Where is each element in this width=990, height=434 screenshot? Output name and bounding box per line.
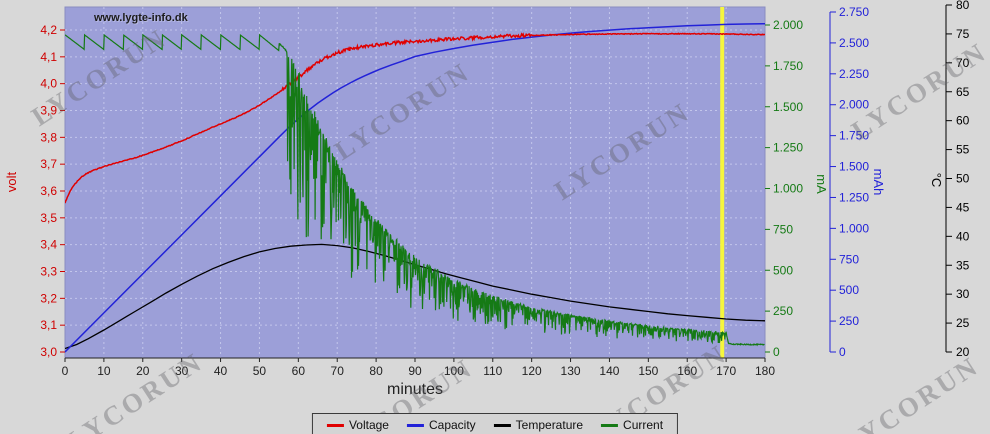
svg-text:1.250: 1.250 bbox=[839, 190, 869, 204]
svg-text:750: 750 bbox=[839, 252, 859, 266]
svg-text:4,1: 4,1 bbox=[40, 50, 57, 64]
svg-text:2.250: 2.250 bbox=[839, 67, 869, 81]
svg-text:10: 10 bbox=[97, 364, 111, 378]
legend-item-voltage: Voltage bbox=[326, 418, 389, 432]
svg-text:minutes: minutes bbox=[387, 381, 443, 398]
svg-text:3,2: 3,2 bbox=[40, 291, 57, 305]
svg-text:3,3: 3,3 bbox=[40, 265, 57, 279]
svg-text:mAh: mAh bbox=[871, 169, 886, 196]
svg-text:70: 70 bbox=[331, 364, 345, 378]
svg-text:2.750: 2.750 bbox=[839, 5, 869, 19]
svg-text:1.750: 1.750 bbox=[773, 59, 803, 73]
svg-text:750: 750 bbox=[773, 222, 793, 236]
legend-item-capacity: Capacity bbox=[406, 418, 476, 432]
series-current bbox=[65, 33, 765, 347]
svg-text:0: 0 bbox=[839, 345, 846, 359]
svg-text:100: 100 bbox=[444, 364, 464, 378]
legend-item-temperature: Temperature bbox=[493, 418, 584, 432]
svg-text:30: 30 bbox=[175, 364, 189, 378]
svg-text:150: 150 bbox=[638, 364, 658, 378]
svg-text:3,7: 3,7 bbox=[40, 157, 57, 171]
svg-text:80: 80 bbox=[369, 364, 383, 378]
legend-label-voltage: Voltage bbox=[348, 418, 389, 432]
svg-text:0: 0 bbox=[62, 364, 69, 378]
svg-text:250: 250 bbox=[773, 304, 793, 318]
svg-text:50: 50 bbox=[956, 172, 970, 186]
svg-text:120: 120 bbox=[522, 364, 542, 378]
svg-text:30: 30 bbox=[956, 287, 970, 301]
legend-item-current: Current bbox=[601, 418, 663, 432]
svg-text:60: 60 bbox=[956, 114, 970, 128]
svg-text:3,0: 3,0 bbox=[40, 345, 57, 359]
svg-text:1.000: 1.000 bbox=[839, 221, 869, 235]
legend-swatch-temperature bbox=[493, 423, 511, 427]
svg-text:90: 90 bbox=[408, 364, 422, 378]
svg-text:80: 80 bbox=[956, 0, 970, 12]
battery-charge-chart: 0 10 20 30 40 50 60 70 80 90 100 110 120 130 140 150 160… bbox=[4, 0, 970, 398]
svg-text:3,5: 3,5 bbox=[40, 211, 57, 225]
svg-text:170: 170 bbox=[716, 364, 736, 378]
svg-text:40: 40 bbox=[956, 229, 970, 243]
svg-text:3,9: 3,9 bbox=[40, 104, 57, 118]
svg-text:250: 250 bbox=[839, 314, 859, 328]
svg-text:75: 75 bbox=[956, 27, 970, 41]
chart-legend: Voltage Capacity Temperature Current bbox=[311, 413, 679, 434]
svg-text:2.500: 2.500 bbox=[839, 36, 869, 50]
svg-text:500: 500 bbox=[839, 283, 859, 297]
svg-text:160: 160 bbox=[677, 364, 697, 378]
legend-swatch-capacity bbox=[406, 423, 424, 427]
svg-text:1.500: 1.500 bbox=[839, 160, 869, 174]
svg-text:35: 35 bbox=[956, 258, 970, 272]
svg-text:25: 25 bbox=[956, 316, 970, 330]
svg-text:500: 500 bbox=[773, 263, 793, 277]
svg-text:2.000: 2.000 bbox=[839, 98, 869, 112]
svg-text:130: 130 bbox=[561, 364, 581, 378]
svg-text:volt: volt bbox=[4, 171, 19, 192]
svg-text:20: 20 bbox=[136, 364, 150, 378]
svg-text:0: 0 bbox=[773, 345, 780, 359]
svg-text:65: 65 bbox=[956, 85, 970, 99]
svg-text:50: 50 bbox=[253, 364, 267, 378]
svg-text:4,0: 4,0 bbox=[40, 77, 57, 91]
series-capacity bbox=[65, 22, 765, 353]
svg-text:20: 20 bbox=[956, 345, 970, 359]
svg-text:45: 45 bbox=[956, 200, 970, 214]
legend-swatch-voltage bbox=[326, 423, 344, 427]
svg-text:140: 140 bbox=[599, 364, 619, 378]
svg-text:3,8: 3,8 bbox=[40, 130, 57, 144]
svg-text:1.750: 1.750 bbox=[839, 129, 869, 143]
series-voltage bbox=[65, 32, 765, 204]
svg-text:1.000: 1.000 bbox=[773, 182, 803, 196]
svg-text:60: 60 bbox=[292, 364, 306, 378]
svg-text:4,2: 4,2 bbox=[40, 23, 57, 37]
svg-text:1.500: 1.500 bbox=[773, 100, 803, 114]
svg-text:3,1: 3,1 bbox=[40, 318, 57, 332]
svg-text:mA: mA bbox=[814, 174, 829, 194]
legend-label-current: Current bbox=[623, 418, 664, 432]
svg-text:110: 110 bbox=[483, 364, 502, 378]
svg-text:3,6: 3,6 bbox=[40, 184, 57, 198]
svg-text:180: 180 bbox=[755, 364, 775, 378]
svg-text:°C: °C bbox=[929, 173, 944, 188]
svg-text:40: 40 bbox=[214, 364, 228, 378]
svg-text:3,4: 3,4 bbox=[40, 238, 57, 252]
legend-label-temperature: Temperature bbox=[515, 418, 584, 432]
svg-text:1.250: 1.250 bbox=[773, 141, 803, 155]
legend-swatch-current bbox=[601, 423, 619, 427]
svg-text:55: 55 bbox=[956, 143, 970, 157]
legend-label-capacity: Capacity bbox=[428, 418, 476, 432]
svg-text:70: 70 bbox=[956, 56, 970, 70]
svg-text:2.000: 2.000 bbox=[773, 18, 803, 32]
